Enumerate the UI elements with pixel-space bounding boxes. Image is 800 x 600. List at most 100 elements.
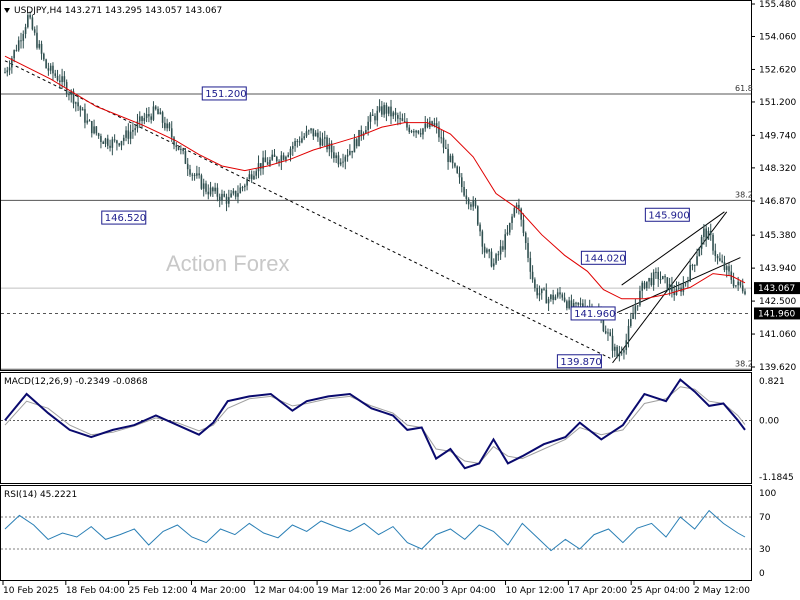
price-tag (754, 282, 800, 295)
candle-body (550, 294, 552, 300)
candle-body (132, 129, 134, 132)
candle-body (218, 196, 221, 201)
candle-body (460, 177, 463, 188)
candle-body (205, 183, 207, 192)
candle-body (716, 256, 719, 259)
candle-body (330, 143, 333, 153)
callout-box (570, 306, 616, 321)
candle-body (33, 29, 36, 33)
candle-body (440, 137, 443, 139)
candle-body (502, 246, 504, 250)
candle-body (529, 257, 532, 272)
candle-body (310, 128, 312, 131)
candle-body (264, 157, 267, 163)
candle-body (447, 148, 449, 162)
candle-body (659, 279, 662, 281)
candle-body (257, 163, 260, 172)
candle-body (109, 145, 111, 148)
candle-body (474, 200, 477, 207)
candle-body (241, 187, 244, 189)
candle-body (483, 246, 486, 253)
candle-body (636, 305, 639, 307)
candle-body (655, 271, 657, 273)
candle-body (168, 123, 171, 129)
candle-body (383, 105, 385, 115)
candle-body (237, 193, 239, 197)
candle-body (225, 196, 228, 204)
candle-body (417, 130, 420, 134)
x-tick-label: 12 Mar 04:00 (254, 586, 314, 596)
candle-body (554, 296, 557, 300)
candle-body (253, 175, 255, 180)
candle-body (285, 156, 287, 160)
candle-body (488, 249, 490, 252)
candle-body (349, 150, 351, 155)
y-tick-label: 149.740 (759, 131, 796, 141)
candle-body (472, 200, 475, 207)
candle-body (687, 281, 689, 283)
candle-body (122, 137, 125, 142)
price-tag-label: 143.067 (758, 284, 795, 294)
candle-body (703, 228, 705, 238)
price-tag-label: 141.960 (758, 309, 795, 319)
rsi-line (4, 509, 746, 552)
candle-body (719, 258, 721, 261)
candle-body (11, 58, 13, 68)
candle-body (661, 276, 664, 280)
candle-body (520, 208, 522, 220)
candle-body (732, 279, 735, 287)
candle-body (116, 140, 118, 144)
x-tick-label: 10 Apr 12:00 (506, 586, 565, 596)
candle-body (303, 136, 305, 139)
candle-body (449, 155, 452, 162)
price-panel-frame (0, 0, 752, 371)
candle-body (143, 118, 146, 122)
candle-body (207, 191, 210, 195)
candle-body (200, 175, 203, 189)
candle-body (582, 303, 584, 307)
candle-body (77, 102, 79, 107)
candle-body (214, 187, 216, 192)
y-tick-label: 139.620 (759, 363, 796, 373)
candle-body (476, 206, 479, 225)
candle-body (538, 293, 541, 296)
candle-body (390, 106, 392, 117)
candle-body (15, 50, 18, 52)
macd-panel: 0.821 0.00 -1.1845 (1, 377, 794, 483)
candle-body (164, 122, 166, 129)
candle-body (376, 110, 379, 121)
candle-body (618, 352, 621, 357)
candle-body (113, 139, 116, 141)
candle-body (721, 260, 723, 263)
candle-body (134, 128, 136, 130)
candle-body (196, 173, 198, 176)
candle-body (234, 190, 237, 197)
macd-panel-frame (0, 372, 752, 484)
collapse-triangle-icon[interactable] (4, 8, 10, 13)
candle-body (180, 148, 182, 150)
candle-body (189, 169, 191, 175)
candle-body (40, 43, 43, 54)
candle-body (319, 137, 321, 146)
candle-body (339, 162, 342, 165)
candle-body (54, 73, 57, 76)
candle-body (508, 222, 511, 233)
candle-body (422, 128, 424, 135)
moving-average-line (4, 55, 746, 300)
candle-body (673, 291, 675, 295)
candle-body (246, 178, 248, 186)
candle-body (739, 281, 742, 286)
callout-box (556, 354, 602, 369)
candle-body (643, 282, 646, 289)
candle-body (266, 162, 269, 165)
candle-body (677, 287, 680, 289)
candle-body (93, 126, 95, 134)
candle-body (305, 131, 308, 137)
candle-body (209, 187, 212, 195)
candle-body (175, 145, 178, 148)
candle-body (365, 129, 367, 134)
candle-body (392, 112, 395, 117)
candle-body (141, 116, 143, 122)
candle-body (623, 350, 625, 353)
